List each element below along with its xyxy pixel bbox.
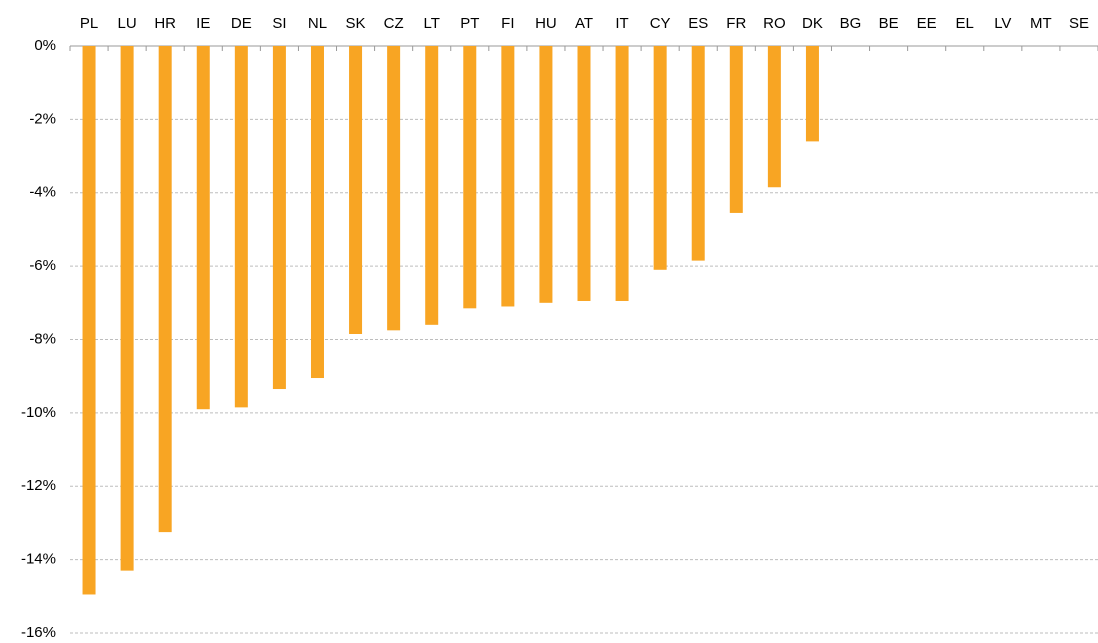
x-tick-label: FI <box>501 15 514 32</box>
x-tick-label: SE <box>1069 15 1089 32</box>
bar <box>539 46 553 303</box>
bar <box>501 46 515 307</box>
y-tick-label: -4% <box>29 184 56 201</box>
bar <box>120 46 134 571</box>
bar <box>310 46 324 379</box>
x-tick-label: LU <box>118 15 137 32</box>
y-tick-label: -8% <box>29 330 56 347</box>
x-tick-label: NL <box>308 15 327 32</box>
x-tick-label: HU <box>535 15 557 32</box>
bar <box>463 46 477 309</box>
x-tick-label: ES <box>688 15 708 32</box>
y-tick-label: 0% <box>34 37 56 54</box>
bar <box>349 46 363 334</box>
x-tick-label: IT <box>615 15 628 32</box>
x-tick-label: MT <box>1030 15 1052 32</box>
bar <box>577 46 591 301</box>
x-tick-label: IE <box>196 15 210 32</box>
x-tick-label: CZ <box>384 15 404 32</box>
y-tick-label: -14% <box>21 551 56 568</box>
y-tick-label: -12% <box>21 477 56 494</box>
x-tick-label: EL <box>956 15 974 32</box>
bar <box>729 46 743 213</box>
x-tick-label: EE <box>917 15 937 32</box>
bar <box>805 46 819 142</box>
x-tick-label: RO <box>763 15 786 32</box>
bar <box>425 46 439 325</box>
bar <box>158 46 172 533</box>
y-tick-label: -16% <box>21 624 56 641</box>
x-tick-label: BE <box>879 15 899 32</box>
x-tick-label: SI <box>272 15 286 32</box>
x-tick-label: FR <box>726 15 746 32</box>
x-tick-label: CY <box>650 15 671 32</box>
x-tick-label: HR <box>154 15 176 32</box>
y-tick-label: -6% <box>29 257 56 274</box>
x-tick-label: DK <box>802 15 823 32</box>
bar <box>767 46 781 188</box>
y-tick-label: -2% <box>29 110 56 127</box>
x-tick-label: DE <box>231 15 252 32</box>
bar <box>82 46 96 595</box>
x-tick-label: SK <box>346 15 366 32</box>
x-tick-label: LT <box>424 15 440 32</box>
x-tick-label: BG <box>840 15 862 32</box>
bar <box>653 46 667 270</box>
bar <box>234 46 248 408</box>
bar <box>387 46 401 331</box>
x-tick-label: AT <box>575 15 593 32</box>
x-tick-label: LV <box>994 15 1011 32</box>
x-tick-label: PL <box>80 15 98 32</box>
bar <box>615 46 629 301</box>
bar <box>691 46 705 261</box>
bar <box>196 46 210 410</box>
bar <box>272 46 286 390</box>
y-tick-label: -10% <box>21 404 56 421</box>
x-tick-label: PT <box>460 15 479 32</box>
